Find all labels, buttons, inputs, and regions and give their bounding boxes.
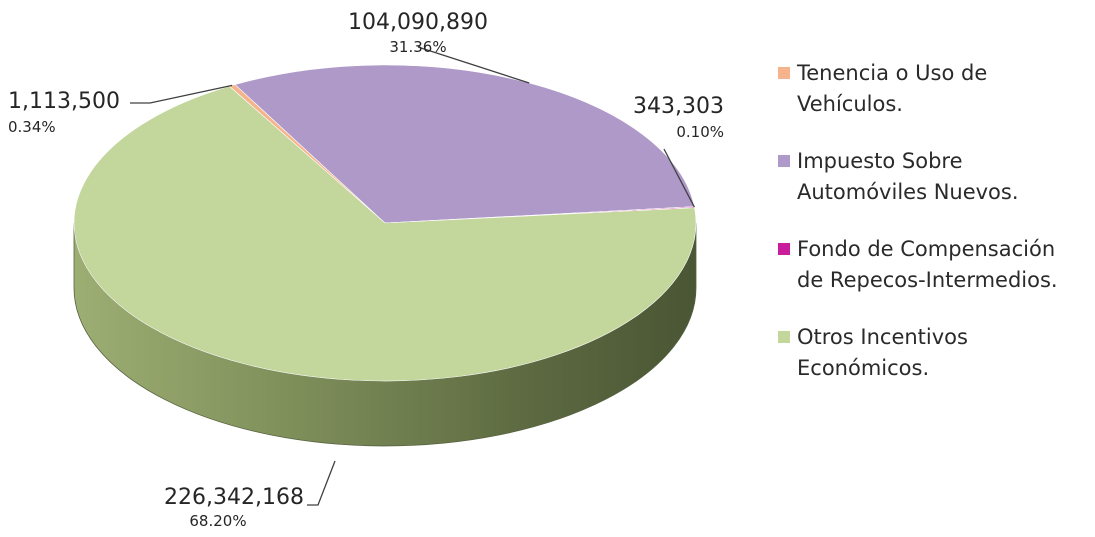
legend-label-otros: Otros Incentivos Económicos. [797, 325, 968, 380]
pie-slice-impuesto [234, 64, 695, 224]
percent-label-otros: 68.20% [189, 512, 246, 530]
legend-label-tenencia: Tenencia o Uso de Vehículos. [797, 61, 988, 116]
legend-item-tenencia: Tenencia o Uso de Vehículos. [778, 58, 1088, 120]
value-label-impuesto: 104,090,890 [348, 10, 488, 35]
pie-top-face [73, 64, 697, 382]
leader-line-fondo [663, 148, 696, 208]
legend-swatch-impuesto [778, 155, 790, 167]
leader-line-otros [307, 460, 336, 506]
legend-label-fondo: Fondo de Compensación de Repecos-Interme… [797, 237, 1058, 292]
pie-data-labels: 1,113,500 0.34% 104,090,890 31.36% 343,303 0.… [8, 10, 724, 530]
legend-swatch-tenencia [778, 67, 790, 79]
legend-swatch-otros [778, 331, 790, 343]
percent-label-tenencia: 0.34% [8, 118, 56, 136]
legend-item-otros: Otros Incentivos Económicos. [778, 322, 1088, 384]
legend-swatch-fondo [778, 243, 790, 255]
value-label-fondo: 343,303 [633, 94, 724, 119]
leader-line-tenencia [130, 84, 233, 104]
legend-item-impuesto: Impuesto Sobre Automóviles Nuevos. [778, 146, 1088, 208]
percent-label-fondo: 0.10% [676, 123, 724, 141]
legend-item-fondo: Fondo de Compensación de Repecos-Interme… [778, 234, 1088, 296]
percent-label-impuesto: 31.36% [389, 38, 446, 56]
legend-label-impuesto: Impuesto Sobre Automóviles Nuevos. [797, 149, 1019, 204]
value-label-otros: 226,342,168 [164, 485, 304, 510]
leader-line-impuesto [417, 46, 530, 84]
pie-slice-otros [73, 85, 697, 382]
legend: Tenencia o Uso de Vehículos. Impuesto Sob… [778, 58, 1088, 410]
value-label-tenencia: 1,113,500 [8, 89, 120, 114]
